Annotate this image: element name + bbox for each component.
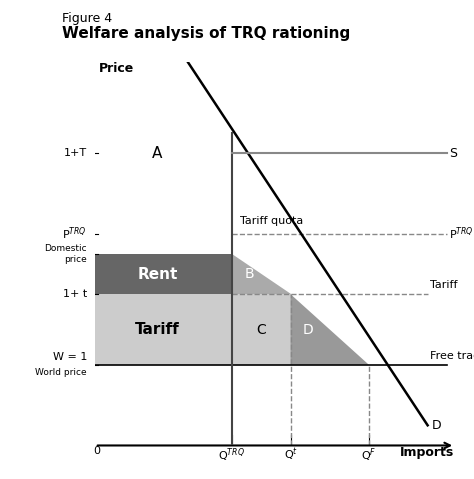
Text: Tariff: Tariff — [429, 280, 457, 290]
Polygon shape — [232, 294, 291, 365]
Text: 1+T: 1+T — [64, 148, 87, 158]
Text: Tariff: Tariff — [135, 322, 180, 337]
Text: A: A — [152, 146, 163, 160]
Text: Free trade: Free trade — [429, 351, 474, 361]
Text: S: S — [449, 147, 457, 160]
Text: Rent: Rent — [137, 266, 178, 282]
Text: C: C — [256, 322, 266, 337]
Text: Tariff quota: Tariff quota — [240, 216, 303, 226]
Text: Q$^{t}$: Q$^{t}$ — [283, 446, 298, 463]
Text: Welfare analysis of TRQ rationing: Welfare analysis of TRQ rationing — [62, 26, 350, 41]
Polygon shape — [95, 294, 232, 365]
Text: World price: World price — [36, 368, 87, 377]
Text: P$^{TRQ}$: P$^{TRQ}$ — [62, 226, 87, 242]
Text: B: B — [245, 267, 254, 281]
Text: P$^{TRQ}$: P$^{TRQ}$ — [449, 226, 474, 242]
Polygon shape — [95, 254, 232, 294]
Text: Q$^{F}$: Q$^{F}$ — [361, 446, 377, 464]
Text: D: D — [303, 322, 314, 337]
Text: Imports: Imports — [400, 446, 454, 459]
Polygon shape — [232, 254, 291, 294]
Text: 1+ t: 1+ t — [63, 289, 87, 299]
Polygon shape — [291, 294, 369, 365]
Text: Price: Price — [99, 62, 134, 75]
Text: Figure 4: Figure 4 — [62, 12, 112, 25]
Text: Q$^{TRQ}$: Q$^{TRQ}$ — [219, 446, 245, 464]
Text: 0: 0 — [93, 446, 100, 456]
Text: W = 1: W = 1 — [53, 352, 87, 362]
Text: D: D — [431, 419, 441, 432]
Text: Domestic
price: Domestic price — [45, 244, 87, 263]
